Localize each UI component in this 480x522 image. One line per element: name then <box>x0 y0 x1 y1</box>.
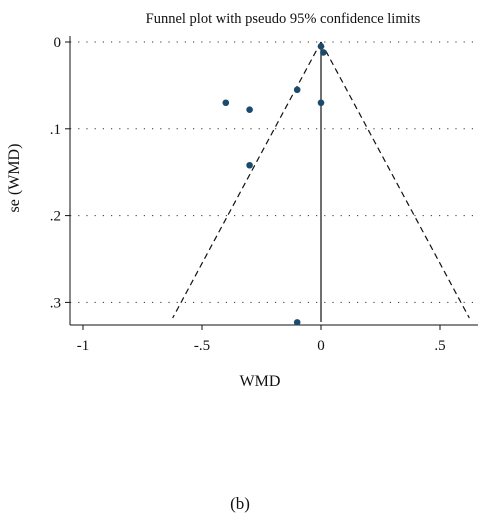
study-point <box>317 43 325 50</box>
x-tick-label: -1 <box>77 338 90 354</box>
lower-confidence-limit <box>172 41 322 319</box>
x-tick-label: -.5 <box>194 338 210 354</box>
y-tick-label: 0 <box>54 35 62 51</box>
study-point <box>317 99 325 107</box>
y-tick-label: .2 <box>50 209 61 225</box>
y-tick-label: .3 <box>50 295 61 311</box>
study-point <box>246 106 253 114</box>
x-tick-label: .5 <box>434 338 445 354</box>
x-axis-label: WMD <box>240 373 281 390</box>
study-point <box>293 319 301 326</box>
chart-title: Funnel plot with pseudo 95% confidence l… <box>146 11 421 27</box>
x-ticks: -1 -.5 0 .5 <box>77 325 446 354</box>
grid-lines <box>70 41 478 303</box>
study-point <box>246 161 253 169</box>
study-point <box>222 99 230 107</box>
study-point <box>320 49 327 56</box>
x-tick-label: 0 <box>317 338 325 354</box>
y-ticks: 0 .1 .2 .3 <box>50 35 70 311</box>
figure-caption: (b) <box>230 494 250 513</box>
upper-confidence-limit <box>320 41 470 319</box>
data-points <box>222 43 327 326</box>
y-tick-label: .1 <box>50 122 61 138</box>
y-axis-label: se (WMD) <box>6 144 23 213</box>
study-point <box>293 86 301 94</box>
